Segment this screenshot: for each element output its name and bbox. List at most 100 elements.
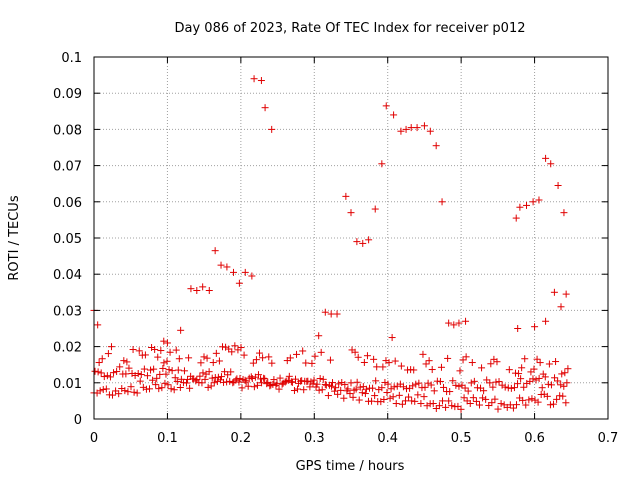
data-point	[543, 392, 551, 400]
data-point	[489, 383, 497, 391]
data-point	[163, 339, 171, 347]
data-point	[442, 403, 450, 411]
y-tick-label: 0	[74, 413, 82, 428]
data-point	[165, 366, 173, 374]
data-point	[300, 386, 308, 394]
data-point	[171, 374, 179, 382]
data-point	[368, 397, 376, 405]
data-point	[230, 268, 238, 276]
data-point	[140, 365, 148, 373]
data-point	[363, 352, 371, 360]
data-point	[550, 288, 558, 296]
data-point	[534, 398, 542, 406]
data-point	[135, 347, 143, 355]
data-point	[552, 358, 560, 366]
data-point	[250, 383, 258, 391]
data-point	[224, 371, 232, 379]
data-point	[248, 272, 256, 280]
data-point	[285, 372, 293, 380]
data-point	[445, 397, 453, 405]
data-point	[341, 381, 349, 389]
data-point	[318, 386, 326, 394]
data-point	[521, 355, 529, 363]
data-point	[469, 394, 477, 402]
data-point	[397, 127, 405, 135]
data-point	[130, 388, 138, 396]
data-point	[100, 373, 108, 381]
x-tick-labels: 0 0.1 0.2 0.3 0.4 0.5 0.6 0.7	[90, 431, 618, 446]
data-point	[319, 375, 327, 383]
data-point	[514, 380, 522, 388]
data-point	[176, 383, 184, 391]
data-point	[554, 377, 562, 385]
data-point	[544, 380, 552, 388]
data-point	[120, 357, 128, 365]
data-point	[562, 290, 570, 298]
data-point	[409, 382, 417, 390]
data-point	[294, 385, 302, 393]
data-point	[241, 268, 249, 276]
data-point	[242, 378, 250, 386]
data-point	[291, 375, 299, 383]
data-point	[430, 387, 438, 395]
data-point	[414, 391, 422, 399]
data-point	[371, 392, 379, 400]
data-point	[259, 354, 267, 362]
data-point	[240, 351, 248, 359]
data-point	[321, 308, 329, 316]
data-point	[497, 400, 505, 408]
data-point	[440, 383, 448, 391]
data-point	[152, 381, 160, 389]
data-point	[157, 347, 165, 355]
data-point	[235, 378, 243, 386]
data-point	[347, 209, 355, 217]
data-point	[313, 380, 321, 388]
data-point	[210, 379, 218, 387]
data-point	[187, 285, 195, 293]
y-tick-label: 0.07	[53, 160, 82, 175]
data-point	[177, 326, 185, 334]
data-point	[288, 378, 296, 386]
data-point	[378, 384, 386, 392]
data-point	[134, 369, 142, 377]
data-point	[457, 405, 465, 413]
data-point	[94, 321, 102, 329]
data-point	[208, 374, 216, 382]
data-point	[193, 286, 201, 294]
data-point	[316, 375, 324, 383]
data-point	[237, 344, 245, 352]
y-tick-label: 0.02	[53, 341, 82, 356]
data-point	[455, 382, 463, 390]
data-point	[529, 198, 537, 206]
data-point	[530, 365, 538, 373]
y-tick-labels: 0 0.01 0.02 0.03 0.04 0.05 0.06 0.07 0.08 0.09 0.1	[53, 51, 82, 428]
data-point	[198, 379, 206, 387]
data-point	[203, 354, 211, 362]
data-point	[472, 397, 480, 405]
data-point	[384, 380, 392, 388]
data-point	[385, 359, 393, 367]
data-point	[261, 104, 269, 112]
data-point	[387, 385, 395, 393]
data-point	[542, 154, 550, 162]
data-point	[201, 375, 209, 383]
data-point	[287, 378, 295, 386]
data-point	[212, 349, 220, 357]
data-point	[456, 367, 464, 375]
data-point	[270, 376, 278, 384]
data-point	[491, 395, 499, 403]
data-point	[340, 394, 348, 402]
data-point	[186, 384, 194, 392]
data-point	[536, 359, 544, 367]
data-point	[217, 373, 225, 381]
data-point	[310, 376, 318, 384]
data-point	[97, 369, 105, 377]
data-point	[422, 360, 430, 368]
data-point	[161, 379, 169, 387]
data-point	[168, 367, 176, 375]
data-point	[125, 364, 133, 372]
data-point	[308, 359, 316, 367]
y-tick-label: 0.01	[53, 377, 82, 392]
data-point	[513, 401, 521, 409]
